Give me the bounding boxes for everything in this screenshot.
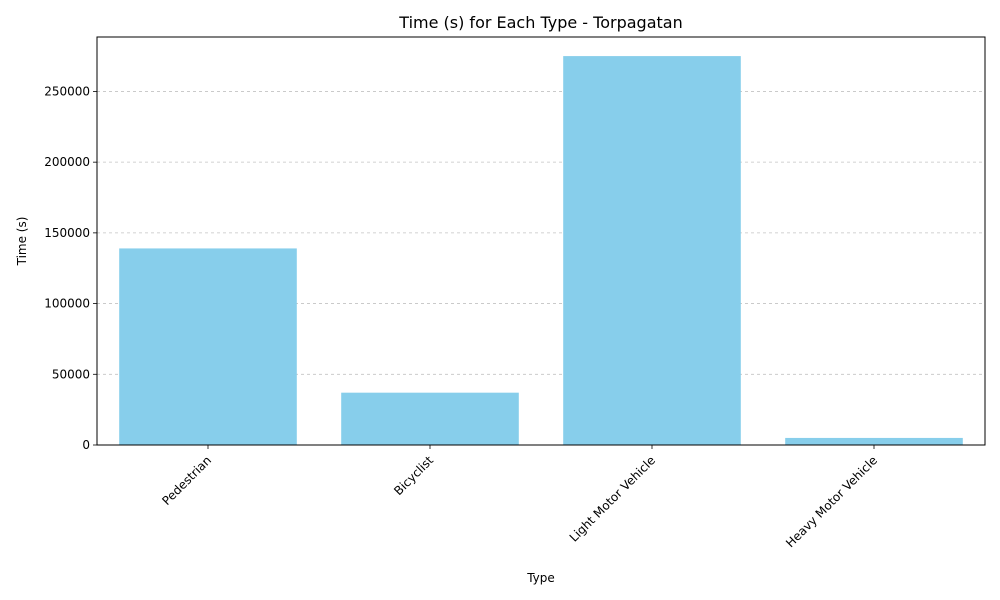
x-axis-label: Type <box>526 571 555 585</box>
bar-heavy-motor-vehicle <box>785 437 963 445</box>
chart-title: Time (s) for Each Type - Torpagatan <box>398 13 682 32</box>
bar-light-motor-vehicle <box>563 56 741 445</box>
bar-bicyclist <box>341 392 519 445</box>
bars <box>119 56 963 445</box>
y-tick-label: 50000 <box>52 367 90 381</box>
y-tick-label: 150000 <box>44 226 90 240</box>
y-axis-label: Time (s) <box>15 217 29 267</box>
y-tick-label: 100000 <box>44 297 90 311</box>
axes-frame <box>96 36 986 446</box>
bar-pedestrian <box>119 248 297 445</box>
y-gridlines <box>97 91 985 375</box>
axes <box>96 36 986 446</box>
y-tick-label: 0 <box>82 438 90 452</box>
y-tick-label: 200000 <box>44 155 90 169</box>
y-tick-label: 250000 <box>44 84 90 98</box>
